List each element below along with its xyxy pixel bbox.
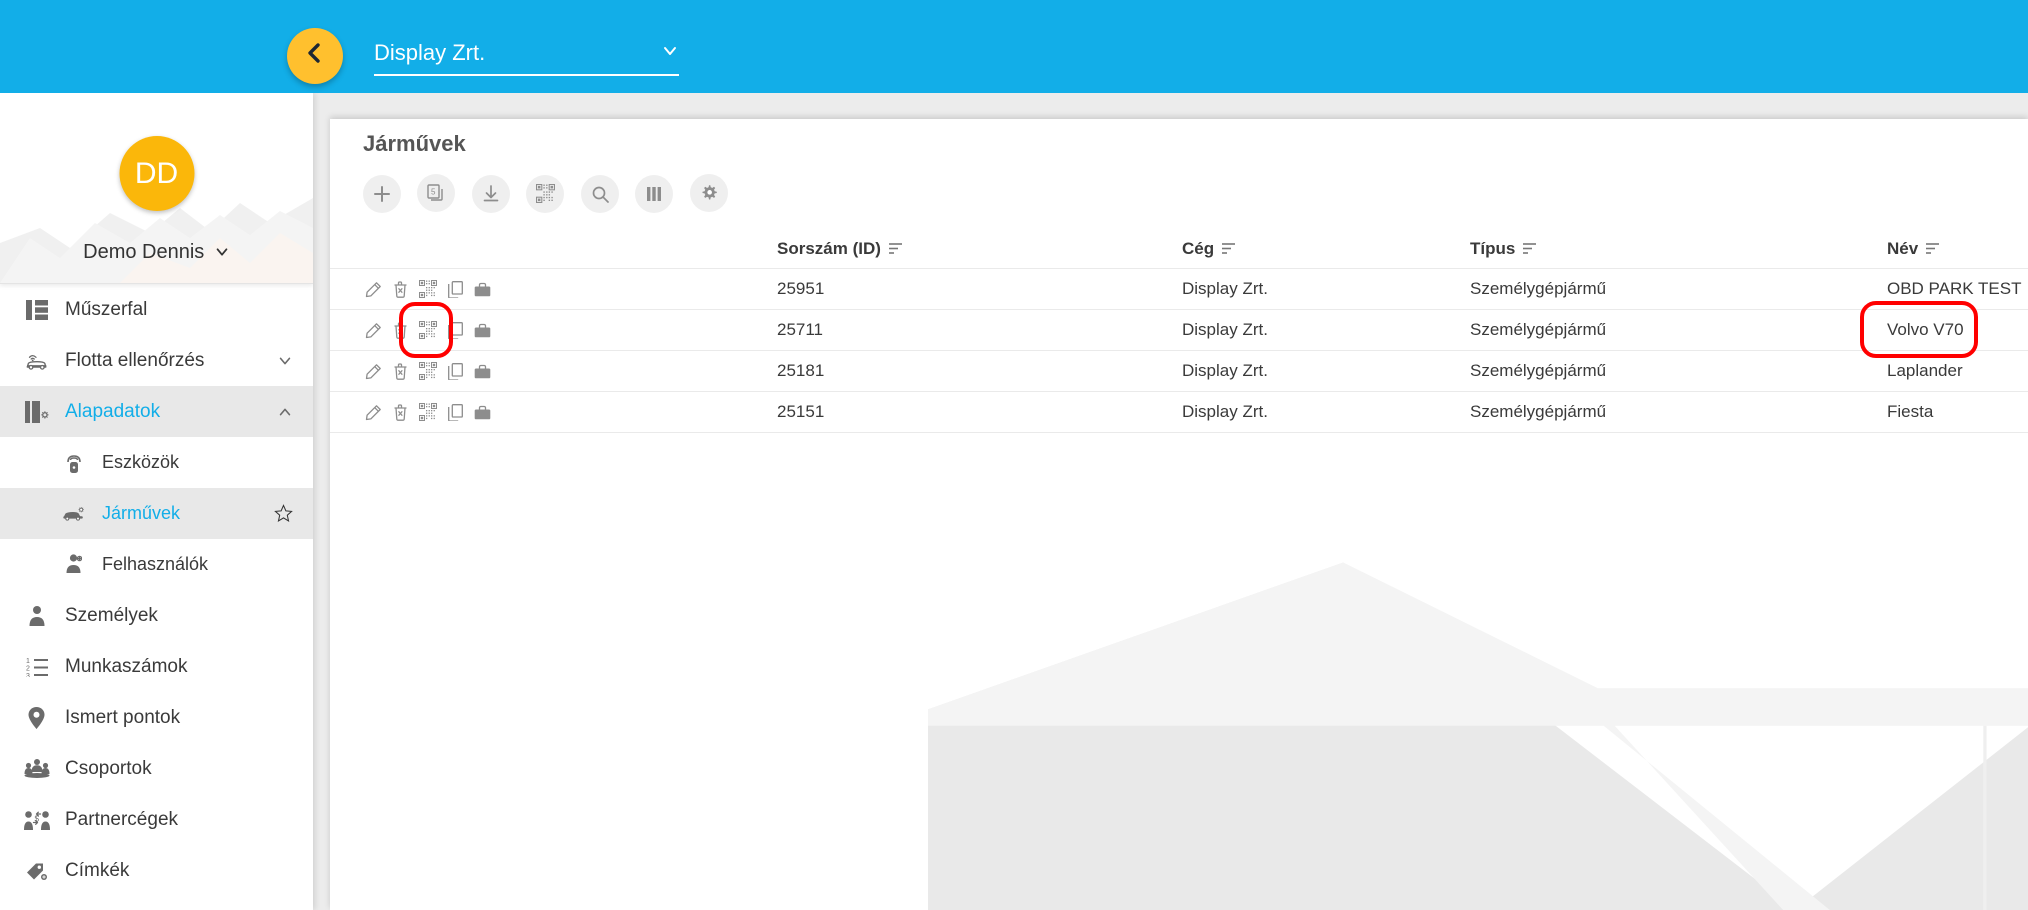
svg-text:3: 3: [26, 673, 30, 677]
svg-text:5: 5: [431, 188, 436, 197]
svg-text:2: 2: [26, 665, 30, 672]
svg-text:1: 1: [26, 658, 30, 665]
svg-text:$: $: [34, 814, 39, 823]
